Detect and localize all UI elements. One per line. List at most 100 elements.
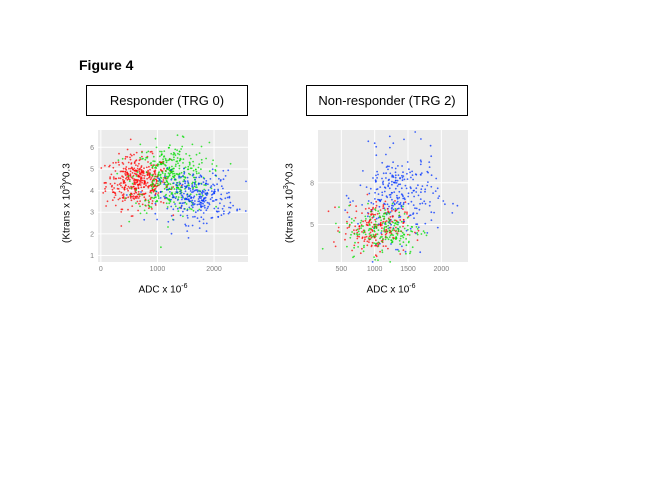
data-point <box>409 171 411 174</box>
data-point <box>153 177 156 180</box>
data-point <box>176 157 179 159</box>
data-point <box>221 207 224 210</box>
data-point <box>126 188 129 190</box>
data-point <box>358 235 360 238</box>
data-point <box>187 237 190 239</box>
data-point <box>165 175 168 178</box>
data-point <box>150 150 153 153</box>
data-point <box>427 181 429 183</box>
data-point <box>198 193 200 196</box>
data-point <box>127 176 130 179</box>
data-point <box>388 229 391 232</box>
data-point <box>392 215 394 217</box>
data-point <box>394 176 397 179</box>
data-point <box>379 250 381 253</box>
data-point <box>390 241 393 244</box>
data-point <box>389 226 392 229</box>
data-point <box>425 234 428 237</box>
data-point <box>176 199 179 201</box>
data-point <box>394 179 397 182</box>
data-point <box>424 202 427 205</box>
data-point <box>399 201 402 204</box>
data-point <box>172 194 174 197</box>
data-point <box>117 188 120 190</box>
data-point <box>384 223 387 226</box>
data-point <box>193 185 196 188</box>
data-point <box>384 209 386 211</box>
data-point <box>387 224 390 227</box>
data-point <box>182 136 185 138</box>
data-point <box>194 211 197 214</box>
data-point <box>401 235 404 237</box>
data-point <box>208 141 211 144</box>
data-point <box>402 197 405 200</box>
data-point <box>407 195 410 198</box>
data-point <box>226 192 228 195</box>
data-point <box>370 221 373 224</box>
data-point <box>138 179 141 182</box>
data-point <box>417 184 419 187</box>
plot-panel <box>318 130 468 262</box>
data-point <box>424 190 426 193</box>
data-point <box>228 211 231 214</box>
data-point <box>141 158 143 160</box>
data-point <box>412 204 415 206</box>
data-point <box>373 235 376 238</box>
data-point <box>353 244 356 247</box>
data-point <box>136 181 139 183</box>
data-point <box>397 207 400 210</box>
data-point <box>140 186 143 189</box>
data-point <box>401 179 404 182</box>
data-point <box>158 155 161 158</box>
data-point <box>128 187 131 189</box>
data-point <box>368 227 371 230</box>
data-point <box>385 177 387 179</box>
data-point <box>179 182 182 185</box>
data-point <box>372 213 375 216</box>
data-point <box>135 151 138 154</box>
data-point <box>356 231 359 234</box>
data-point <box>373 142 376 145</box>
data-point <box>191 191 193 194</box>
data-point <box>207 183 209 186</box>
data-point <box>182 210 184 213</box>
data-point <box>363 244 365 247</box>
data-point <box>355 205 357 207</box>
data-point <box>150 206 153 209</box>
data-point <box>145 183 147 185</box>
data-point <box>158 171 160 173</box>
data-point <box>371 226 374 228</box>
data-point <box>148 195 151 197</box>
data-point <box>399 226 401 228</box>
data-point <box>187 168 190 171</box>
data-point <box>154 184 157 187</box>
data-point <box>175 160 178 163</box>
data-point <box>175 183 178 186</box>
data-point <box>124 157 127 160</box>
data-point <box>205 157 207 160</box>
data-point <box>216 183 219 186</box>
data-point <box>375 243 377 245</box>
data-point <box>138 162 140 165</box>
data-point <box>419 251 422 254</box>
data-point <box>150 185 153 188</box>
data-point <box>179 202 182 204</box>
data-point <box>365 186 368 188</box>
data-point <box>156 165 159 167</box>
data-point <box>386 212 389 214</box>
data-point <box>186 176 189 179</box>
data-point <box>163 195 165 198</box>
data-point <box>381 227 383 229</box>
data-point <box>395 226 397 229</box>
data-point <box>150 177 153 179</box>
data-point <box>158 179 161 182</box>
data-point <box>354 225 357 228</box>
data-point <box>381 251 384 254</box>
data-point <box>420 188 423 191</box>
data-point <box>192 164 195 167</box>
data-point <box>361 237 364 240</box>
data-point <box>198 152 201 154</box>
data-point <box>130 215 133 217</box>
data-point <box>430 219 433 222</box>
data-point <box>382 215 384 218</box>
